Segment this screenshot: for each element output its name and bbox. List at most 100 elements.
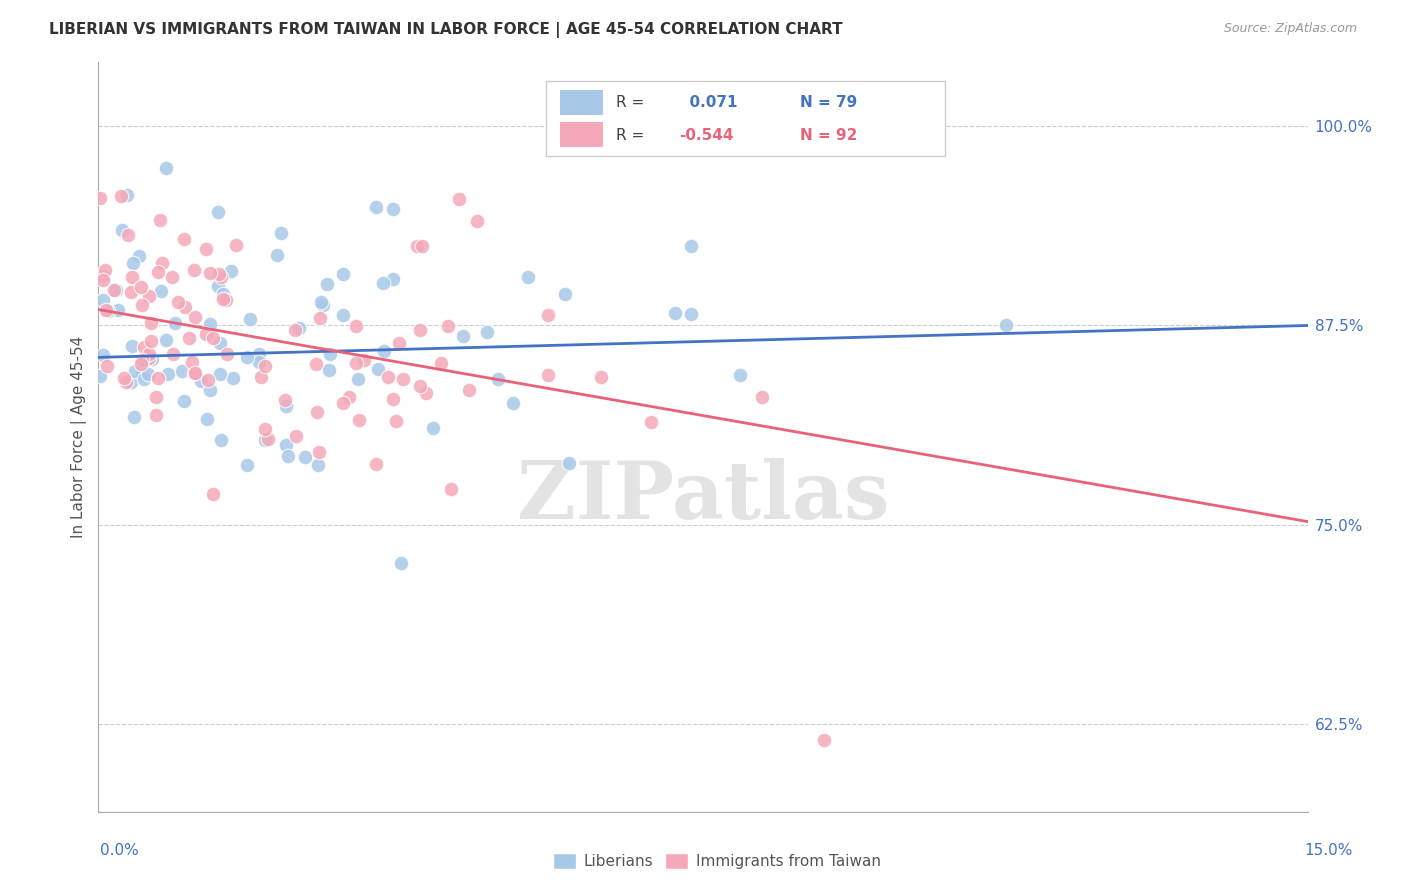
Point (105, 283, 128, 297)
Point (730, 368, 752, 383)
Point (207, 278, 229, 293)
Point (451, 329, 474, 343)
Point (215, 293, 238, 307)
Point (97, 304, 120, 318)
Point (437, 319, 460, 334)
Y-axis label: In Labor Force | Age 45-54: In Labor Force | Age 45-54 (72, 336, 87, 538)
Point (150, 285, 173, 299)
Point (198, 266, 221, 280)
Point (222, 370, 245, 384)
Point (344, 356, 367, 370)
Point (138, 351, 160, 365)
Point (389, 556, 412, 570)
Point (253, 422, 276, 436)
Point (309, 310, 332, 325)
Point (96, 359, 118, 373)
Text: Source: ZipAtlas.com: Source: ZipAtlas.com (1223, 22, 1357, 36)
Point (103, 284, 125, 298)
Point (353, 353, 375, 368)
Point (276, 399, 298, 413)
Point (157, 367, 180, 381)
Point (121, 270, 143, 285)
Point (681, 307, 703, 321)
Point (146, 371, 169, 385)
Point (136, 367, 159, 381)
Point (347, 372, 370, 386)
Point (537, 308, 560, 322)
Point (91, 293, 114, 307)
Text: 0.0%: 0.0% (100, 843, 139, 858)
Point (91, 269, 114, 284)
Point (117, 228, 139, 243)
Point (124, 364, 146, 378)
Point (274, 393, 297, 408)
Point (146, 265, 169, 279)
Point (679, 239, 702, 253)
Text: 0.071: 0.071 (679, 95, 737, 110)
Point (287, 320, 309, 334)
Point (364, 200, 387, 214)
Point (254, 359, 277, 373)
Point (591, 370, 613, 384)
Point (112, 371, 135, 385)
Point (381, 392, 404, 406)
Point (132, 372, 155, 386)
Point (440, 482, 463, 496)
Point (165, 316, 187, 330)
Point (139, 316, 162, 330)
Point (332, 267, 354, 281)
Point (184, 310, 207, 325)
Point (311, 298, 333, 312)
Point (664, 306, 686, 320)
Text: N = 92: N = 92 (800, 128, 858, 143)
Point (332, 396, 354, 410)
Point (813, 733, 835, 747)
Point (172, 364, 194, 378)
Point (305, 405, 328, 419)
Point (120, 375, 142, 389)
Point (409, 379, 432, 393)
Point (215, 347, 238, 361)
Point (309, 295, 332, 310)
Point (122, 256, 145, 270)
Point (315, 277, 337, 291)
Point (640, 415, 662, 429)
Point (373, 276, 395, 290)
Point (225, 238, 247, 252)
Point (184, 366, 207, 380)
Point (382, 272, 405, 286)
Point (132, 341, 155, 355)
Point (183, 262, 205, 277)
Point (277, 450, 299, 464)
Point (89, 191, 111, 205)
Text: R =: R = (616, 95, 644, 110)
Point (558, 457, 581, 471)
Point (120, 285, 142, 299)
Point (194, 327, 217, 342)
Point (209, 433, 232, 447)
Point (307, 458, 329, 473)
Point (477, 325, 499, 339)
Point (308, 445, 330, 459)
Text: -0.544: -0.544 (679, 128, 734, 143)
Point (174, 300, 197, 314)
Point (141, 334, 163, 348)
Point (91, 273, 114, 287)
Point (285, 429, 308, 443)
Point (110, 189, 132, 203)
Point (180, 354, 202, 368)
Point (392, 371, 415, 385)
Point (208, 335, 231, 350)
Point (117, 187, 139, 202)
Point (173, 232, 195, 246)
Point (347, 413, 370, 427)
Point (124, 409, 146, 424)
FancyBboxPatch shape (561, 90, 603, 115)
Point (465, 214, 488, 228)
Point (121, 339, 143, 353)
Legend: Liberians, Immigrants from Taiwan: Liberians, Immigrants from Taiwan (547, 847, 887, 875)
Point (94, 263, 117, 277)
Point (337, 390, 360, 404)
Point (385, 414, 408, 428)
Point (411, 239, 433, 253)
